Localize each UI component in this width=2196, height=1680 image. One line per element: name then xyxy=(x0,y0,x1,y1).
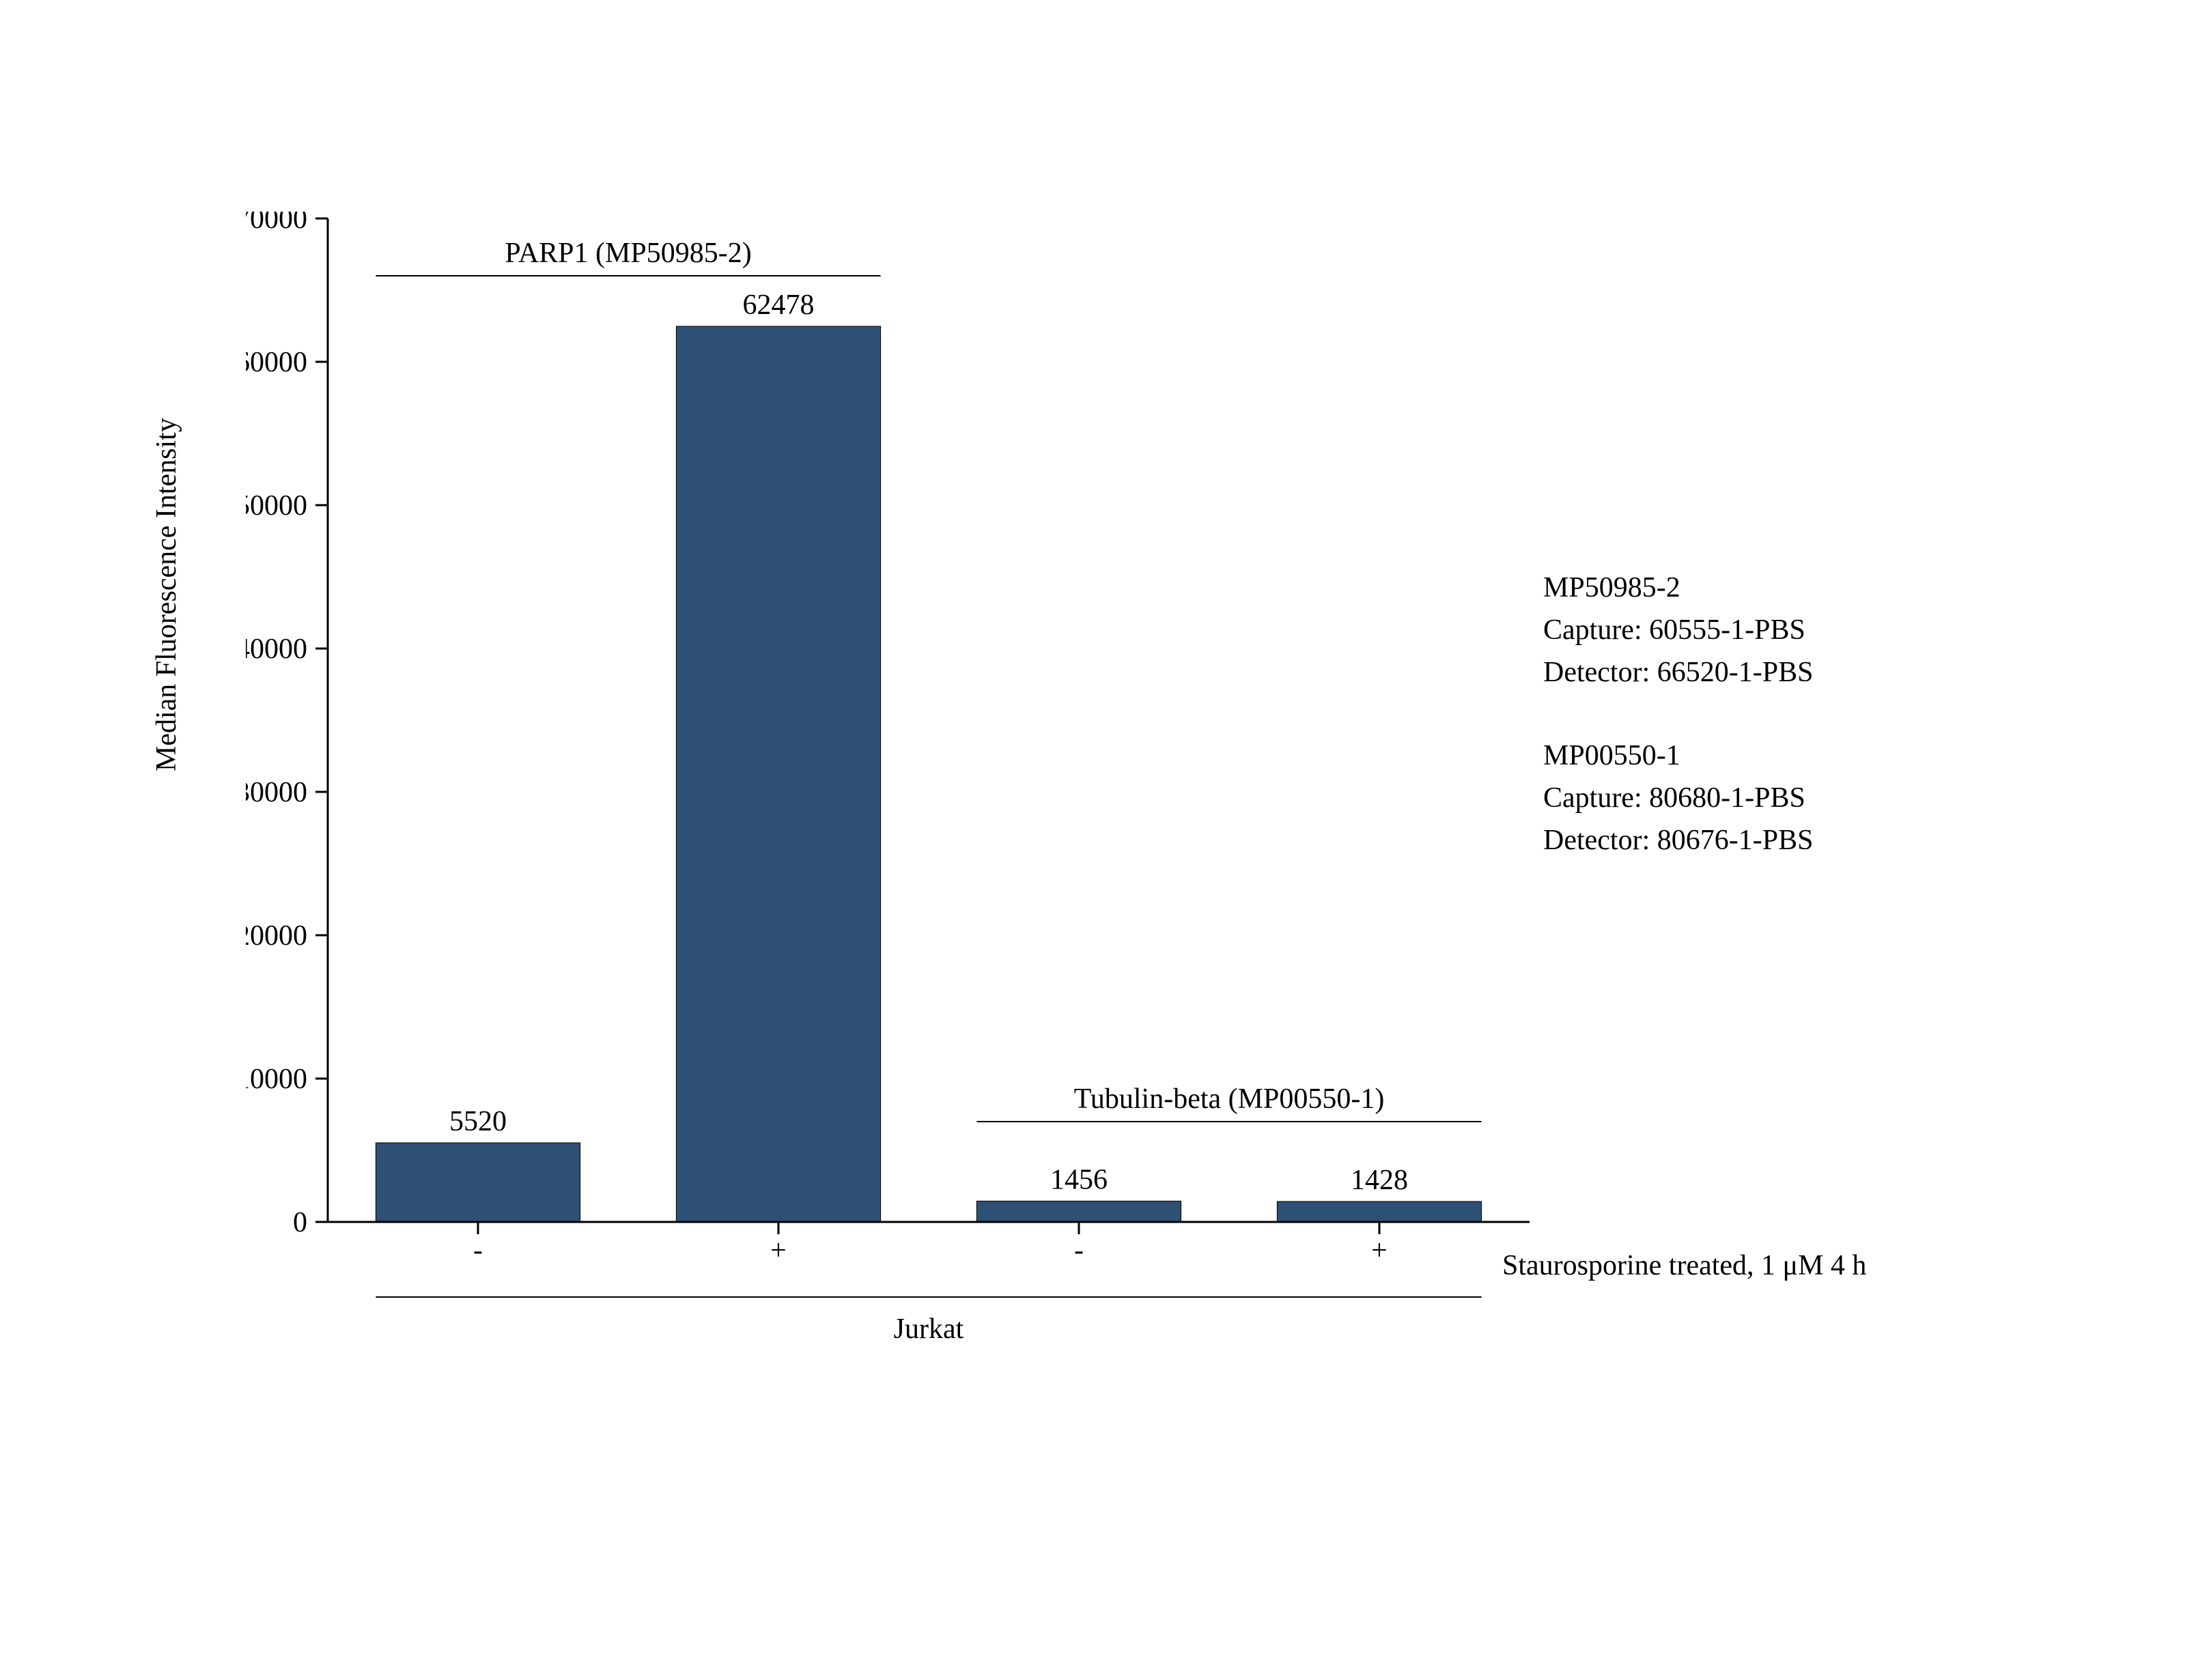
y-tick-label: 60000 xyxy=(246,347,307,378)
bar-value-label: 5520 xyxy=(449,1106,507,1137)
bar xyxy=(976,1201,1181,1222)
y-tick-label: 50000 xyxy=(246,490,307,522)
legend-line: Detector: 66520-1-PBS xyxy=(1543,651,1813,694)
legend-block: MP50985-2Capture: 60555-1-PBSDetector: 6… xyxy=(1543,567,1813,694)
bar xyxy=(676,326,880,1222)
chart-area: 0 10000 20000 30000 40000 50000 60000 70000 5520… xyxy=(246,212,1543,1403)
legend-line: Capture: 80680-1-PBS xyxy=(1543,777,1813,819)
y-tick-label: 70000 xyxy=(246,212,307,235)
bar-value-label: 1428 xyxy=(1351,1165,1408,1196)
page: Median Fluorescence Intensity 0 10000 2000… xyxy=(0,0,2196,1680)
legend-block: MP00550-1Capture: 80680-1-PBSDetector: 8… xyxy=(1543,735,1813,862)
group-label: Tubulin-beta (MP00550-1) xyxy=(1074,1083,1385,1115)
x-tick-label: - xyxy=(473,1235,483,1266)
legend-line: Detector: 80676-1-PBS xyxy=(1543,819,1813,862)
x-tick-label: - xyxy=(1074,1235,1084,1266)
bar xyxy=(376,1143,580,1222)
legend-line: Capture: 60555-1-PBS xyxy=(1543,609,1813,651)
legend-block-title: MP00550-1 xyxy=(1543,735,1813,777)
y-tick-label: 30000 xyxy=(246,777,307,808)
x-tick-label: + xyxy=(1371,1235,1388,1266)
y-tick-label: 0 xyxy=(293,1207,307,1238)
x-tick-label: + xyxy=(770,1235,787,1266)
y-tick-label: 40000 xyxy=(246,633,307,665)
y-tick-label: 10000 xyxy=(246,1064,307,1095)
x-group-label: Jurkat xyxy=(894,1313,964,1345)
bar-value-label: 1456 xyxy=(1050,1164,1108,1195)
y-axis-label: Median Fluorescence Intensity xyxy=(150,418,183,771)
group-label: PARP1 (MP50985-2) xyxy=(505,238,751,269)
treatment-label: Staurosporine treated, 1 μM 4 h xyxy=(1502,1249,1866,1282)
legend-block-title: MP50985-2 xyxy=(1543,567,1813,609)
bar-chart-svg: 0 10000 20000 30000 40000 50000 60000 70000 5520… xyxy=(246,212,1543,1399)
bar xyxy=(1277,1201,1481,1222)
bar-value-label: 62478 xyxy=(743,289,815,321)
y-tick-label: 20000 xyxy=(246,920,307,952)
legend: MP50985-2Capture: 60555-1-PBSDetector: 6… xyxy=(1543,567,1813,862)
